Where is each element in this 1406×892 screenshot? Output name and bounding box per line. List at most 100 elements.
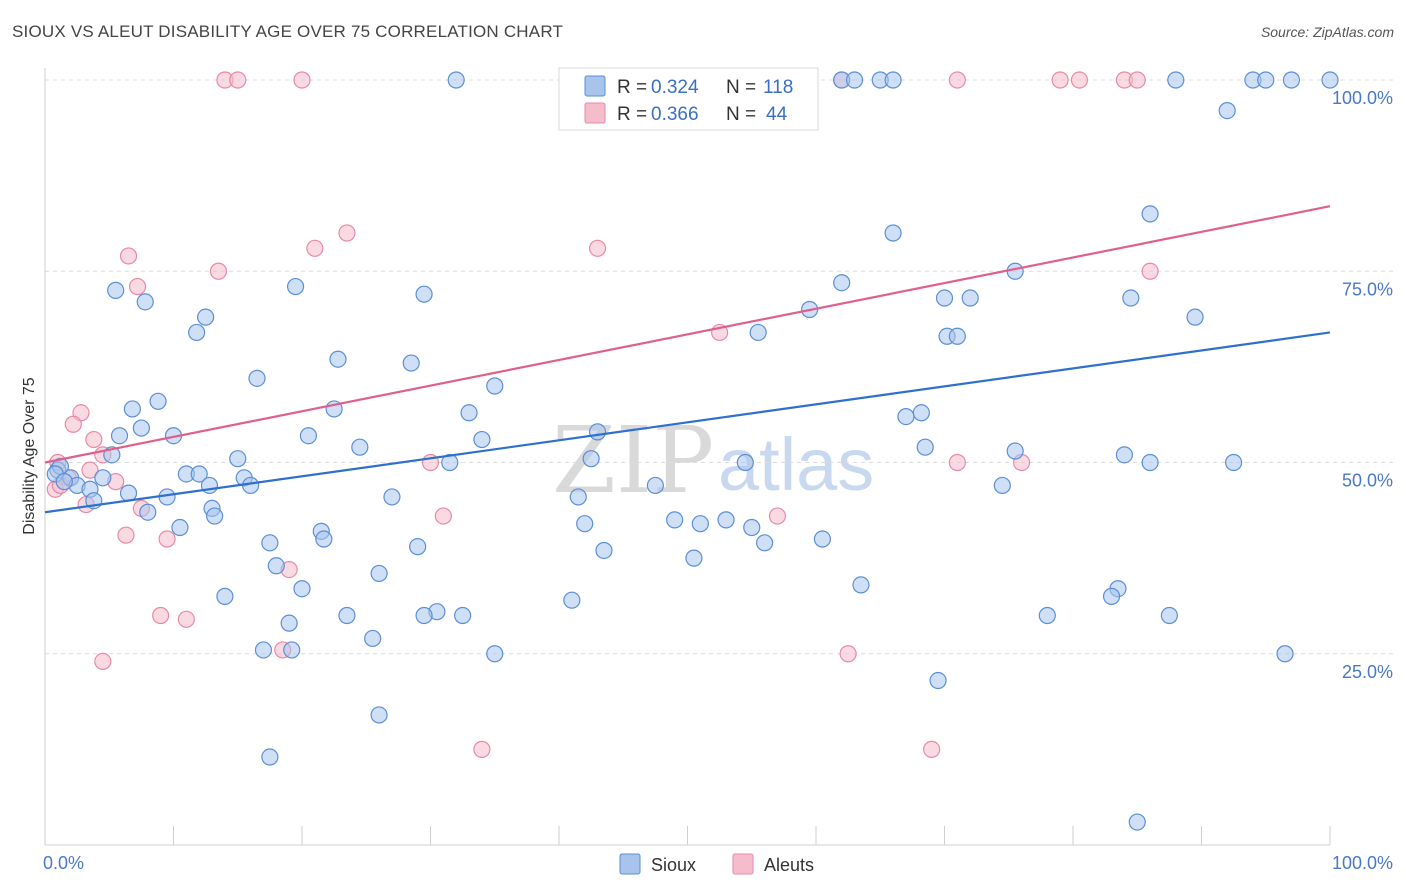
sioux-point xyxy=(473,430,491,449)
legend-n-label-aleuts: N = xyxy=(726,104,756,125)
sioux-point xyxy=(884,224,902,242)
aleuts-point xyxy=(209,262,228,280)
sioux-point xyxy=(107,281,125,299)
sioux-point xyxy=(338,606,356,625)
sioux-point xyxy=(717,511,735,529)
sioux-point xyxy=(852,576,870,594)
sioux-point xyxy=(267,557,285,575)
bottom-legend: Sioux Aleuts xyxy=(619,853,814,875)
sioux-point xyxy=(685,549,703,567)
aleuts-point xyxy=(434,507,452,525)
aleuts-point xyxy=(473,740,491,758)
sioux-point xyxy=(216,587,234,605)
sioux-point xyxy=(283,641,301,659)
sioux-point xyxy=(755,534,774,552)
sioux-point xyxy=(383,488,401,506)
sioux-point xyxy=(588,423,607,441)
sioux-point xyxy=(447,71,465,89)
aleuts-point xyxy=(1070,71,1089,89)
aleuts-point xyxy=(338,224,356,242)
legend-swatch-aleuts xyxy=(584,102,606,124)
source-label: Source: ZipAtlas.com xyxy=(1260,24,1394,40)
aleuts-point xyxy=(293,71,311,89)
aleuts-point xyxy=(768,507,787,525)
aleuts-point xyxy=(923,740,941,758)
sioux-point xyxy=(486,645,504,663)
sioux-point xyxy=(666,511,684,529)
sioux-point xyxy=(254,641,273,659)
grid-lines xyxy=(45,79,1393,655)
sioux-point xyxy=(749,323,767,342)
y-tick-label: 100.0% xyxy=(1332,88,1393,108)
sioux-point xyxy=(935,289,954,307)
aleuts-point xyxy=(158,530,176,548)
axes xyxy=(44,68,1331,846)
x-tick-label-min: 0.0% xyxy=(43,853,84,873)
sioux-point xyxy=(149,392,167,410)
sioux-point xyxy=(916,438,934,456)
sioux-point xyxy=(1102,587,1121,605)
sioux-points xyxy=(46,71,1339,831)
sioux-point xyxy=(55,473,73,491)
sioux-point xyxy=(299,427,318,445)
aleuts-point xyxy=(948,453,966,472)
sioux-point xyxy=(248,369,266,387)
legend-r-value-aleuts: 0.366 xyxy=(651,104,699,125)
sioux-point xyxy=(1006,442,1024,460)
sioux-point xyxy=(171,518,189,537)
sioux-point xyxy=(229,450,247,468)
aleuts-point xyxy=(177,610,195,628)
legend-r-label-aleuts: R = xyxy=(617,104,647,125)
sioux-point xyxy=(197,308,215,326)
sioux-point xyxy=(961,289,979,307)
legend-r-label-sioux: R = xyxy=(617,77,647,98)
sioux-point xyxy=(286,277,305,296)
legend-n-value-aleuts: 44 xyxy=(766,104,788,125)
sioux-point xyxy=(415,285,433,303)
sioux-point xyxy=(576,515,594,533)
sioux-point xyxy=(280,614,298,632)
x-tick-labels: 0.0% 100.0% xyxy=(43,853,1393,873)
sioux-point xyxy=(402,354,420,372)
aleuts-point xyxy=(306,239,324,257)
sioux-point xyxy=(1128,813,1146,831)
y-tick-label: 25.0% xyxy=(1342,662,1393,682)
sioux-point xyxy=(454,606,472,625)
sioux-point xyxy=(582,450,600,468)
bottom-legend-label-sioux: Sioux xyxy=(651,855,696,875)
sioux-point xyxy=(1141,205,1159,223)
sioux-point xyxy=(261,748,279,766)
sioux-point xyxy=(1282,71,1301,89)
sioux-point xyxy=(1257,71,1275,89)
aleuts-trend-line xyxy=(44,205,1331,464)
sioux-point xyxy=(486,377,504,395)
sioux-point xyxy=(1141,453,1159,472)
sioux-point xyxy=(329,350,347,368)
aleuts-point xyxy=(229,71,247,89)
bottom-legend-swatch-aleuts xyxy=(732,853,754,875)
sioux-point xyxy=(110,427,129,445)
sioux-point xyxy=(948,327,966,345)
legend-swatch-sioux xyxy=(584,75,606,97)
sioux-point xyxy=(370,706,388,724)
sioux-point xyxy=(293,580,311,598)
sioux-point xyxy=(370,564,388,583)
sioux-point xyxy=(884,71,902,89)
sioux-point xyxy=(415,606,433,625)
sioux-point xyxy=(94,469,112,487)
sioux-point xyxy=(1276,645,1294,663)
sioux-point xyxy=(897,408,915,426)
sioux-point xyxy=(132,419,150,437)
sioux-point xyxy=(188,323,206,342)
sioux-point xyxy=(315,530,333,548)
chart-title: SIOUX VS ALEUT DISABILITY AGE OVER 75 CO… xyxy=(12,22,564,41)
sioux-point xyxy=(364,629,382,648)
sioux-point xyxy=(1122,289,1140,307)
bottom-legend-label-aleuts: Aleuts xyxy=(764,855,814,875)
sioux-point xyxy=(139,503,157,521)
sioux-point xyxy=(912,404,930,422)
sioux-point xyxy=(242,476,260,495)
trend-lines xyxy=(44,205,1331,514)
sioux-point xyxy=(460,404,478,422)
